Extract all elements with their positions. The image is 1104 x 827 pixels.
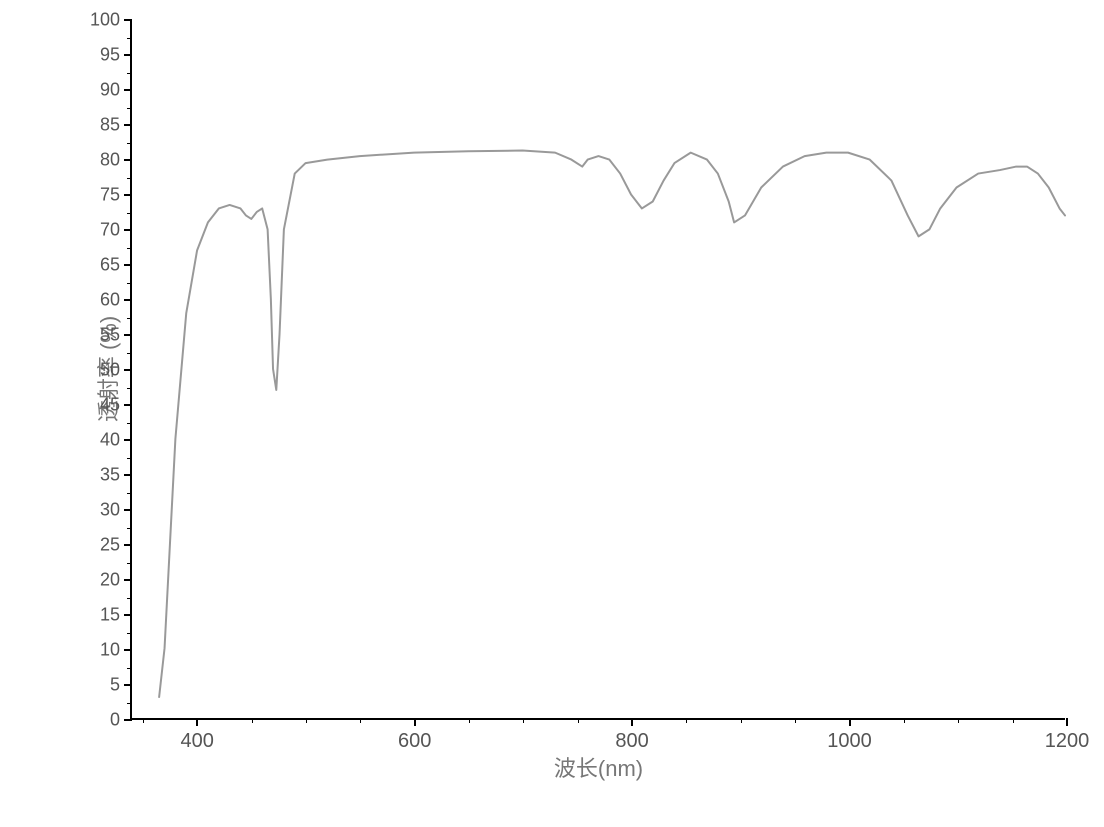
y-tick [124,579,132,581]
y-tick [124,159,132,161]
y-tick-label: 15 [100,605,120,626]
x-minor-tick [904,718,905,723]
y-tick-label: 65 [100,255,120,276]
y-tick-label: 25 [100,535,120,556]
y-tick-label: 40 [100,430,120,451]
y-tick [124,54,132,56]
y-tick [124,89,132,91]
y-minor-tick [127,458,132,459]
x-tick [196,718,198,726]
y-minor-tick [127,703,132,704]
x-tick [849,718,851,726]
y-minor-tick [127,213,132,214]
plot-area: 透射率 (%) 波长(nm) 0510152025303540455055606… [130,20,1065,720]
x-minor-tick [958,718,959,723]
y-tick [124,719,132,721]
x-minor-tick [578,718,579,723]
y-tick-label: 10 [100,640,120,661]
y-tick [124,124,132,126]
x-minor-tick [143,718,144,723]
x-tick [414,718,416,726]
x-minor-tick [741,718,742,723]
x-tick-label: 1000 [827,730,872,753]
y-minor-tick [127,318,132,319]
y-tick [124,229,132,231]
y-minor-tick [127,38,132,39]
y-tick-label: 35 [100,465,120,486]
chart-container: 透射率 (%) 波长(nm) 0510152025303540455055606… [40,10,1090,810]
y-minor-tick [127,528,132,529]
y-tick-label: 90 [100,80,120,101]
y-minor-tick [127,353,132,354]
x-tick [631,718,633,726]
y-tick-label: 50 [100,360,120,381]
x-tick-label: 1200 [1045,730,1090,753]
x-minor-tick [795,718,796,723]
y-tick-label: 95 [100,45,120,66]
x-minor-tick [252,718,253,723]
x-tick-label: 600 [398,730,431,753]
y-minor-tick [127,493,132,494]
y-minor-tick [127,108,132,109]
y-tick [124,509,132,511]
y-tick [124,474,132,476]
y-tick-label: 55 [100,325,120,346]
x-minor-tick [360,718,361,723]
y-minor-tick [127,423,132,424]
y-tick [124,614,132,616]
x-tick-label: 400 [181,730,214,753]
y-tick-label: 20 [100,570,120,591]
y-tick-label: 85 [100,115,120,136]
y-tick [124,299,132,301]
x-minor-tick [469,718,470,723]
x-axis-label: 波长(nm) [554,751,643,783]
y-tick-label: 70 [100,220,120,241]
y-tick [124,369,132,371]
y-tick [124,404,132,406]
y-tick-label: 5 [110,675,120,696]
x-minor-tick [523,718,524,723]
y-tick-label: 75 [100,185,120,206]
x-tick [1066,718,1068,726]
line-curve [132,20,1065,718]
y-tick-label: 100 [90,10,120,31]
y-minor-tick [127,633,132,634]
y-minor-tick [127,248,132,249]
x-minor-tick [306,718,307,723]
y-minor-tick [127,283,132,284]
x-tick-label: 800 [615,730,648,753]
y-tick [124,334,132,336]
y-minor-tick [127,73,132,74]
y-tick [124,19,132,21]
y-tick [124,194,132,196]
y-tick-label: 45 [100,395,120,416]
y-minor-tick [127,598,132,599]
y-tick [124,264,132,266]
x-minor-tick [1013,718,1014,723]
y-tick [124,544,132,546]
y-minor-tick [127,143,132,144]
y-minor-tick [127,563,132,564]
y-tick-label: 30 [100,500,120,521]
y-minor-tick [127,668,132,669]
x-minor-tick [686,718,687,723]
y-minor-tick [127,178,132,179]
y-tick-label: 60 [100,290,120,311]
y-tick-label: 0 [110,710,120,731]
y-tick [124,649,132,651]
y-tick [124,439,132,441]
y-tick [124,684,132,686]
y-minor-tick [127,388,132,389]
y-tick-label: 80 [100,150,120,171]
